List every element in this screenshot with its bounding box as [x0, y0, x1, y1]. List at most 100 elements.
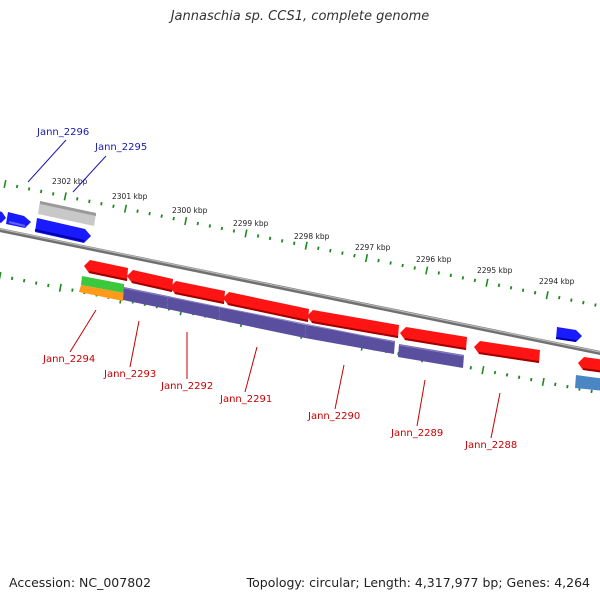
- minor-tick: [509, 286, 513, 290]
- scale-label: 2294 kbp: [539, 277, 575, 286]
- forward-cds-arrow[interactable]: [35, 218, 91, 243]
- genome-backbone: [0, 227, 600, 356]
- minor-tick: [112, 204, 115, 208]
- reverse-cds-arrow[interactable]: [127, 270, 173, 292]
- scale-label: 2295 kbp: [477, 266, 513, 275]
- scale-label: 2296 kbp: [416, 255, 452, 264]
- accession-label: Accession: NC_007802: [9, 575, 152, 590]
- minor-tick: [497, 283, 501, 288]
- major-tick: [244, 229, 248, 238]
- minor-tick: [590, 389, 593, 394]
- reverse-gene-label[interactable]: Jann_2288: [464, 440, 517, 451]
- minor-tick: [469, 366, 472, 370]
- major-tick: [3, 179, 7, 189]
- reverse-cds-arrow[interactable]: [307, 310, 399, 338]
- minor-tick: [461, 276, 465, 280]
- minor-tick: [71, 288, 74, 292]
- reverse-gene-block[interactable]: [219, 307, 306, 338]
- reverse-gene-block[interactable]: [398, 344, 464, 368]
- gene-labels: Jann_2296 Jann_2295 Jann_2294 Jann_2293 …: [36, 127, 517, 451]
- leader-line: [129, 320, 140, 368]
- forward-gene-label[interactable]: Jann_2296: [36, 127, 89, 138]
- minor-tick: [232, 229, 236, 233]
- minor-tick: [10, 276, 14, 281]
- minor-tick: [136, 209, 139, 213]
- scale-label: 2302 kbp: [52, 177, 88, 186]
- reverse-gene-label[interactable]: Jann_2293: [103, 369, 156, 380]
- forward-features: [0, 201, 582, 342]
- minor-tick: [449, 273, 452, 278]
- reverse-gene-block[interactable]: [123, 287, 168, 309]
- minor-tick: [413, 266, 416, 270]
- minor-tick: [493, 370, 497, 375]
- minor-tick: [160, 214, 163, 218]
- leader-line: [490, 392, 501, 439]
- reverse-gene-label[interactable]: Jann_2292: [160, 381, 213, 392]
- reverse-gene-label[interactable]: Jann_2294: [42, 354, 95, 365]
- minor-tick: [401, 263, 404, 268]
- minor-tick: [47, 283, 50, 288]
- minor-tick: [22, 278, 26, 283]
- reverse-cds-arrow[interactable]: [84, 260, 128, 281]
- reverse-cds-arrow[interactable]: [400, 327, 467, 350]
- major-tick: [184, 216, 188, 226]
- reverse-gene-label[interactable]: Jann_2289: [390, 428, 443, 439]
- minor-tick: [554, 382, 557, 387]
- forward-gene-block[interactable]: [38, 201, 96, 226]
- leader-line: [244, 346, 258, 393]
- minor-tick: [530, 377, 533, 382]
- reverse-gene-block[interactable]: [167, 296, 220, 320]
- minor-tick: [505, 373, 509, 377]
- minor-tick: [517, 375, 521, 379]
- major-tick: [485, 278, 489, 287]
- reverse-cds-arrow[interactable]: [223, 292, 309, 322]
- reverse-gene-label[interactable]: Jann_2291: [219, 394, 272, 405]
- major-tick: [304, 241, 308, 250]
- minor-tick: [196, 221, 199, 226]
- minor-tick: [148, 211, 151, 216]
- reverse-cds-arrow[interactable]: [170, 281, 225, 304]
- minor-tick: [353, 253, 356, 258]
- reverse-cds-arrow[interactable]: [474, 341, 540, 363]
- forward-gene-label[interactable]: Jann_2295: [94, 142, 147, 153]
- reverse-gene-label[interactable]: Jann_2290: [307, 411, 360, 422]
- forward-cds-arrow[interactable]: [0, 210, 6, 223]
- reverse-gene-edges: [123, 287, 465, 357]
- reverse-gene-block[interactable]: [305, 325, 395, 354]
- minor-tick: [317, 246, 320, 250]
- other-feature[interactable]: [79, 285, 124, 301]
- trna-feature[interactable]: [81, 276, 124, 293]
- leader-line: [69, 309, 97, 353]
- reverse-cds-edges: [88, 271, 600, 373]
- major-tick: [0, 271, 2, 280]
- minor-tick: [377, 258, 380, 263]
- scale-label: 2298 kbp: [294, 232, 330, 241]
- scale-label: 2297 kbp: [355, 243, 391, 252]
- minor-tick: [594, 303, 597, 307]
- minor-tick: [100, 202, 103, 206]
- misc-feature[interactable]: [575, 375, 600, 391]
- scale-label: 2301 kbp: [112, 192, 148, 201]
- leader-line: [27, 139, 67, 183]
- forward-cds-edge: [555, 337, 577, 342]
- minor-tick: [52, 192, 55, 196]
- scale-labels: 2302 kbp 2301 kbp 2300 kbp 2299 kbp 2298…: [52, 177, 575, 286]
- minor-tick: [88, 199, 91, 204]
- major-tick: [58, 283, 62, 292]
- upper-scale-ticks: [3, 179, 597, 307]
- major-tick: [545, 291, 549, 300]
- minor-tick: [208, 224, 212, 228]
- minor-tick: [15, 184, 19, 189]
- minor-tick: [473, 278, 477, 283]
- major-tick: [541, 377, 545, 387]
- forward-cds-arrow[interactable]: [6, 212, 31, 228]
- leader-line: [72, 155, 107, 193]
- minor-tick: [76, 197, 79, 201]
- major-tick: [364, 254, 369, 263]
- genome-backbone-highlight: [0, 228, 600, 353]
- leader-line: [416, 379, 426, 427]
- minor-tick: [566, 384, 569, 389]
- minor-tick: [582, 300, 585, 305]
